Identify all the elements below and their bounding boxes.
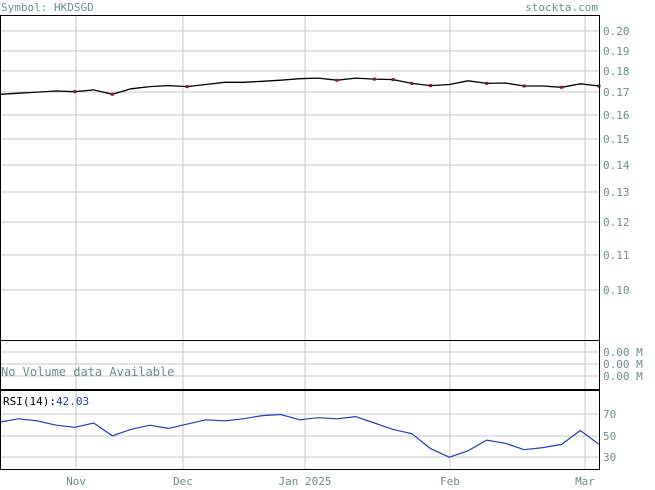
price-down-marker — [185, 85, 189, 89]
volume-frame — [0, 340, 600, 390]
x-axis: Nov Dec Jan 2025 Feb Mar — [66, 475, 595, 488]
rsi-panel: RSI(14): 42.03 70 50 30 — [0, 395, 616, 464]
x-tick-label: Mar — [575, 475, 595, 486]
price-down-marker — [429, 84, 433, 88]
price-down-marker — [485, 81, 489, 85]
rsi-label: RSI(14): — [3, 395, 56, 408]
no-volume-message: No Volume data Available — [1, 365, 174, 379]
price-panel: 0.20 0.19 0.18 0.17 0.16 0.15 0.14 0.13 0.12 0.11… — [0, 25, 630, 297]
panel-frames — [0, 15, 600, 470]
price-series-line — [0, 77, 600, 95]
volume-panel: No Volume data Available 0.00 M 0.00 M 0… — [1, 346, 643, 383]
price-down-marker — [110, 92, 114, 96]
price-down-marker — [410, 81, 414, 85]
price-tick-label: 0.15 — [603, 133, 630, 146]
x-tick-label: Jan 2025 — [279, 475, 332, 486]
price-down-marker — [391, 78, 395, 82]
price-frame — [0, 15, 600, 341]
price-down-marker — [73, 90, 77, 94]
symbol-label: Symbol: HKDSGD — [1, 1, 94, 14]
price-tick-label: 0.13 — [603, 186, 630, 199]
price-tick-label: 0.17 — [603, 86, 630, 99]
rsi-tick-label: 30 — [603, 451, 616, 464]
volume-tick-label: 0.00 M — [603, 358, 643, 371]
rsi-tick-label: 50 — [603, 430, 616, 443]
price-tick-label: 0.12 — [603, 216, 630, 229]
price-tick-label: 0.19 — [603, 45, 630, 58]
x-tick-label: Dec — [173, 475, 193, 486]
price-tick-label: 0.18 — [603, 65, 630, 78]
price-tick-label: 0.14 — [603, 159, 630, 172]
price-down-marker — [335, 78, 339, 82]
site-label: stockta.com — [525, 1, 598, 14]
price-down-marker — [560, 85, 564, 89]
price-down-marker — [522, 84, 526, 88]
rsi-value: 42.03 — [56, 395, 89, 408]
volume-tick-label: 0.00 M — [603, 346, 643, 359]
volume-tick-label: 0.00 M — [603, 370, 643, 383]
price-tick-label: 0.16 — [603, 109, 630, 122]
x-tick-label: Feb — [440, 475, 460, 486]
price-tick-label: 0.11 — [603, 249, 630, 262]
rsi-frame — [0, 390, 600, 470]
rsi-series-line — [0, 413, 600, 458]
x-tick-label: Nov — [66, 475, 86, 486]
price-tick-label: 0.10 — [603, 284, 630, 297]
price-down-marker — [372, 77, 376, 81]
grid-lines — [0, 15, 599, 470]
rsi-tick-label: 70 — [603, 408, 616, 421]
price-tick-label: 0.20 — [603, 25, 630, 38]
